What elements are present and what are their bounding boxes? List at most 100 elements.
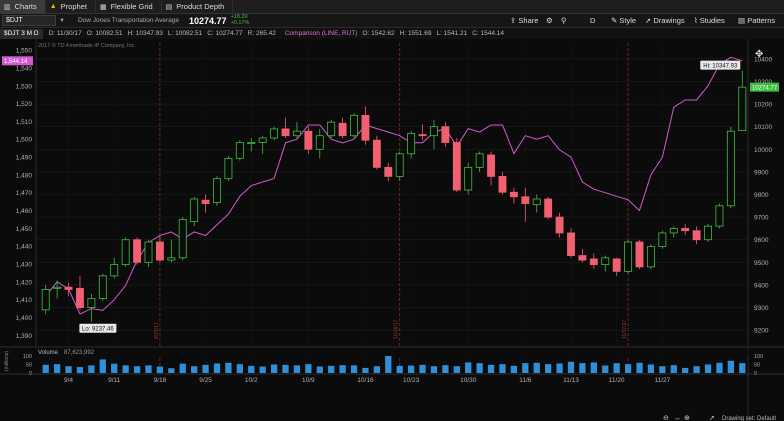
chevron-down-icon[interactable]: ▼ — [59, 17, 65, 24]
time-tick-label: 11/27 — [654, 377, 670, 384]
comparison-tick-label: 1,430 — [16, 262, 33, 269]
candle-down — [304, 126, 313, 154]
candle-up — [121, 237, 130, 267]
chart-labels: Hi: 10347.93 Lo: 9237.46 10274.77 1,544.14 ✥ — [2, 49, 779, 333]
volume-bar — [682, 367, 689, 373]
candle-down — [372, 135, 381, 170]
candle-down — [544, 196, 553, 220]
candle-body — [669, 228, 678, 234]
comparison-tick-label: 1,490 — [16, 155, 33, 162]
comparison-tick-label: 1,450 — [16, 226, 33, 233]
tab-flexible-grid[interactable]: ▦ Flexible Grid — [96, 0, 162, 14]
chart-name[interactable]: $DJT 3 M D — [0, 28, 43, 39]
candle-body — [646, 246, 655, 268]
candle-body — [133, 239, 142, 263]
price-tick-label: 9500 — [754, 260, 769, 267]
candle-body — [567, 232, 575, 256]
candle-up — [41, 284, 50, 315]
chart-background — [0, 39, 784, 421]
candle-down — [64, 282, 73, 297]
candle-down — [361, 106, 370, 145]
cmp-price-tag: 1,544.14 — [4, 59, 28, 65]
candle-down — [441, 122, 450, 148]
volume-bar — [579, 363, 586, 373]
gear-icon: ⚙ — [546, 16, 553, 25]
price-chart[interactable]: 2017 © TD Ameritrade IP Company, Inc. 8/… — [0, 39, 784, 421]
candle-body — [681, 228, 690, 232]
candle-body — [76, 287, 84, 308]
drawing-tool-button[interactable]: D — [590, 16, 596, 25]
patterns-button[interactable]: ▤ Patterns — [738, 16, 775, 25]
candle-up — [532, 194, 541, 213]
volume-bar — [407, 365, 415, 373]
chart-icon: ▥ — [4, 3, 11, 11]
zoom-button[interactable]: ⚲ — [561, 16, 567, 25]
comparison-tick-label: 1,470 — [16, 190, 33, 197]
candle-up — [235, 140, 244, 161]
candle-up — [213, 176, 221, 206]
tab-bar: ▥ Charts ▲ Prophet ▦ Flexible Grid ▤ Pro… — [0, 0, 784, 14]
studies-button[interactable]: ⌇ Studies — [694, 16, 725, 25]
candle-body — [190, 198, 199, 223]
time-tick-label: 10/2 — [245, 377, 258, 384]
volume-bar — [88, 365, 95, 373]
change-abs: +18.39 — [230, 14, 248, 20]
candle-up — [646, 244, 655, 270]
volume-bar — [465, 362, 472, 373]
tab-charts[interactable]: ▥ Charts — [0, 0, 46, 14]
volume-bar — [430, 366, 438, 373]
tab-product-depth[interactable]: ▤ Product Depth — [162, 0, 234, 14]
tab-prophet[interactable]: ▲ Prophet — [46, 0, 96, 14]
candle-body — [304, 130, 313, 150]
volume-bar — [419, 364, 426, 373]
comparison-tick-label: 1,410 — [16, 297, 33, 304]
grid-icon: ▦ — [99, 3, 107, 11]
style-button[interactable]: ✎ Style — [611, 16, 636, 25]
candle-down — [635, 239, 644, 270]
candle-body — [532, 198, 541, 206]
volume-bar — [624, 364, 632, 373]
comparison-series-line — [45, 56, 743, 315]
bar-open: O: 10082.51 — [86, 30, 123, 37]
candle-body — [372, 139, 381, 168]
share-button[interactable]: ⇪ Share — [510, 16, 538, 25]
event-date-label: 10/26/17 — [394, 319, 400, 339]
volume-bar — [693, 366, 700, 373]
candle-body — [464, 166, 473, 191]
volume-bar — [545, 364, 552, 373]
comparison-axis: 1,390 1,400 1,410 1,420 1,430 1,440 1,450 1,460… — [16, 39, 37, 346]
candle-down — [567, 228, 575, 258]
volume-bar — [99, 359, 106, 373]
candle-body — [270, 128, 279, 139]
cmp-low: L: 1541.21 — [436, 30, 468, 37]
candle-body — [487, 154, 496, 177]
price-axis[interactable]: 9200 9300 9400 9500 9600 9700 9800 9900 10000 101… — [747, 39, 784, 421]
last-price: 10274.77 — [189, 15, 227, 26]
candle-body — [726, 130, 735, 207]
candle-down — [201, 194, 210, 213]
volume-tick-left: 100 — [23, 354, 32, 360]
chart-info-line: $DJT 3 M D D: 11/30/17 O: 10082.51 H: 10… — [0, 28, 784, 39]
candle-body — [738, 86, 747, 132]
candle-body — [281, 128, 290, 137]
crosshair-cursor-icon: ✥ — [755, 49, 763, 60]
candle-body — [338, 122, 347, 137]
comparison-tick-label: 1,400 — [16, 315, 33, 322]
volume-bar — [248, 365, 255, 373]
candle-down — [589, 253, 598, 270]
drawings-button[interactable]: ➚ Drawings — [645, 16, 685, 25]
patterns-label: Patterns — [747, 16, 776, 25]
candle-body — [407, 133, 416, 155]
volume-bar — [65, 366, 72, 373]
volume-bar — [293, 365, 301, 373]
time-axis[interactable]: 9/4 9/11 9/18 9/25 10/2 10/9 10/16 10/23 10/30 11… — [0, 373, 784, 421]
last-price-tag: 10274.77 — [752, 85, 778, 91]
candle-body — [441, 126, 450, 143]
symbol-input[interactable]: $DJT — [2, 15, 56, 26]
candle-up — [224, 156, 233, 181]
candle-body — [635, 241, 644, 268]
volume-bar — [487, 364, 495, 373]
candle-body — [224, 157, 233, 180]
settings-button[interactable]: ⚙ — [546, 16, 553, 25]
last-price-tag-box — [750, 82, 779, 92]
